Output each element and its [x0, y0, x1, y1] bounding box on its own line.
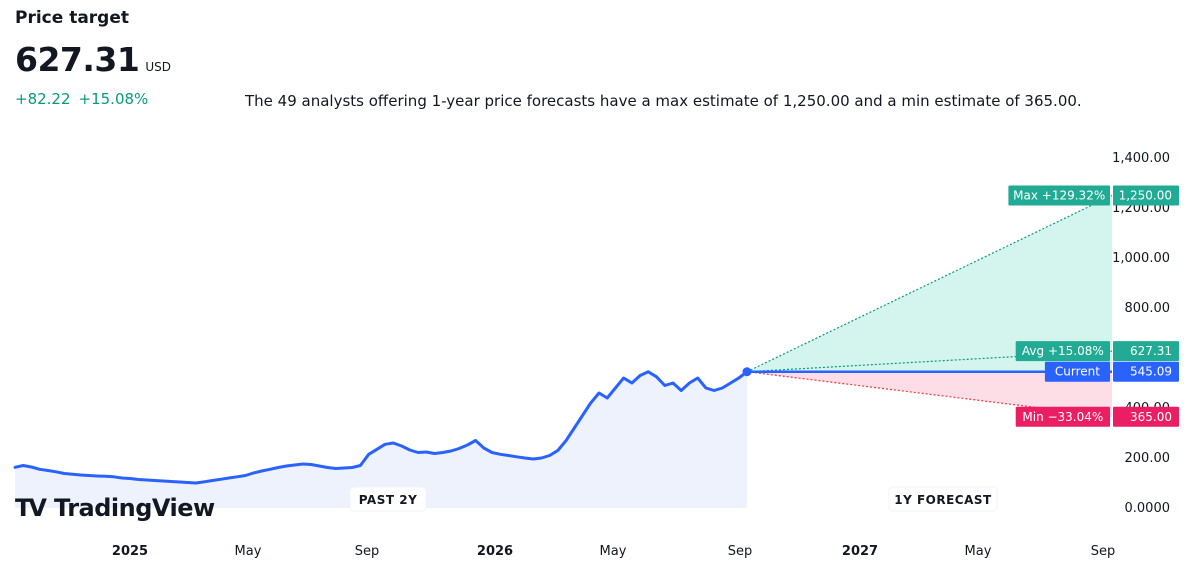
avg-estimate-pill-value: 627.31 — [1130, 344, 1172, 358]
min-estimate-pill-value-bg — [1113, 406, 1179, 427]
y-tick-label: 200.00 — [1125, 451, 1171, 466]
x-tick-label: Sep — [728, 544, 753, 559]
x-tick-label: May — [235, 544, 262, 559]
forecast-period-label-text: 1Y FORECAST — [894, 493, 992, 507]
x-tick-label: 2025 — [112, 544, 148, 559]
current-price-dot — [742, 367, 752, 377]
avg-estimate-pill-label-bg — [1015, 341, 1110, 362]
x-tick-label: 2026 — [477, 544, 513, 559]
past-period-label: PAST 2Y — [349, 486, 427, 512]
change-percent: +15.08% — [78, 90, 149, 108]
price-target-value: 627.31 — [15, 40, 140, 79]
current-price-pill: Current 545.09 — [1044, 361, 1179, 382]
forecast-period-label: 1Y FORECAST — [888, 486, 998, 512]
x-axis: 2025 May Sep 2026 May Sep 2027 May Sep — [112, 544, 1115, 559]
y-tick-label: 0.0000 — [1125, 501, 1171, 516]
max-estimate-pill: Max +129.32% 1,250.00 — [1008, 185, 1179, 206]
current-price-pill-label: Current — [1055, 365, 1100, 379]
forecast-labels: Max +129.32% 1,250.00 Avg +15.08% 627.31 Cur… — [1008, 185, 1179, 427]
max-estimate-pill-value-bg — [1113, 185, 1179, 206]
avg-estimate-pill-label: Avg +15.08% — [1022, 344, 1104, 358]
current-price-pill-value: 545.09 — [1130, 365, 1172, 379]
max-estimate-pill-label: Max +129.32% — [1013, 189, 1105, 203]
chart-fills — [15, 195, 1112, 508]
x-tick-label: Sep — [355, 544, 380, 559]
max-forecast-line — [746, 194, 1113, 373]
min-forecast-line — [746, 371, 1113, 418]
current-price-pill-value-bg — [1113, 361, 1179, 382]
y-tick-label: 1,400.00 — [1112, 151, 1170, 166]
history-line — [13, 370, 749, 485]
past-period-label-bg — [349, 486, 427, 512]
history-area — [15, 371, 747, 508]
change-absolute: +82.22 — [15, 90, 71, 108]
y-axis: 0.0000200.00400.00800.001,000.001,200.00… — [1112, 151, 1170, 516]
tradingview-logo[interactable]: TV TradingView — [15, 494, 215, 522]
page-title: Price target — [15, 8, 130, 28]
x-tick-label: Sep — [1091, 544, 1116, 559]
min-estimate-pill-label: Min −33.04% — [1022, 410, 1103, 424]
y-tick-label: 1,000.00 — [1112, 251, 1170, 266]
analyst-description: The 49 analysts offering 1-year price fo… — [245, 92, 1082, 110]
price-row: 627.31 USD — [15, 40, 171, 79]
max-estimate-pill-value: 1,250.00 — [1119, 189, 1172, 203]
upside-area — [747, 195, 1112, 372]
downside-area — [747, 371, 1112, 417]
min-estimate-pill-value: 365.00 — [1130, 410, 1172, 424]
current-price-pill-label-bg — [1044, 361, 1110, 382]
currency-label: USD — [145, 60, 171, 74]
x-tick-label: May — [600, 544, 627, 559]
min-estimate-pill: Min −33.04% 365.00 — [1015, 406, 1179, 427]
max-estimate-pill-label-bg — [1008, 185, 1110, 206]
min-estimate-pill-label-bg — [1015, 406, 1110, 427]
forecast-period-label-bg — [888, 486, 998, 512]
period-labels: PAST 2Y 1Y FORECAST — [349, 486, 998, 512]
past-period-label-text: PAST 2Y — [359, 493, 418, 507]
avg-estimate-pill-value-bg — [1113, 341, 1179, 362]
tradingview-logo-text: TradingView — [53, 494, 215, 522]
y-tick-label: 800.00 — [1125, 301, 1171, 316]
x-tick-label: 2027 — [842, 544, 878, 559]
tradingview-logo-icon: TV — [15, 494, 47, 522]
avg-estimate-pill: Avg +15.08% 627.31 — [1015, 341, 1179, 362]
x-tick-label: May — [965, 544, 992, 559]
change-row: +82.22 +15.08% — [15, 90, 148, 108]
